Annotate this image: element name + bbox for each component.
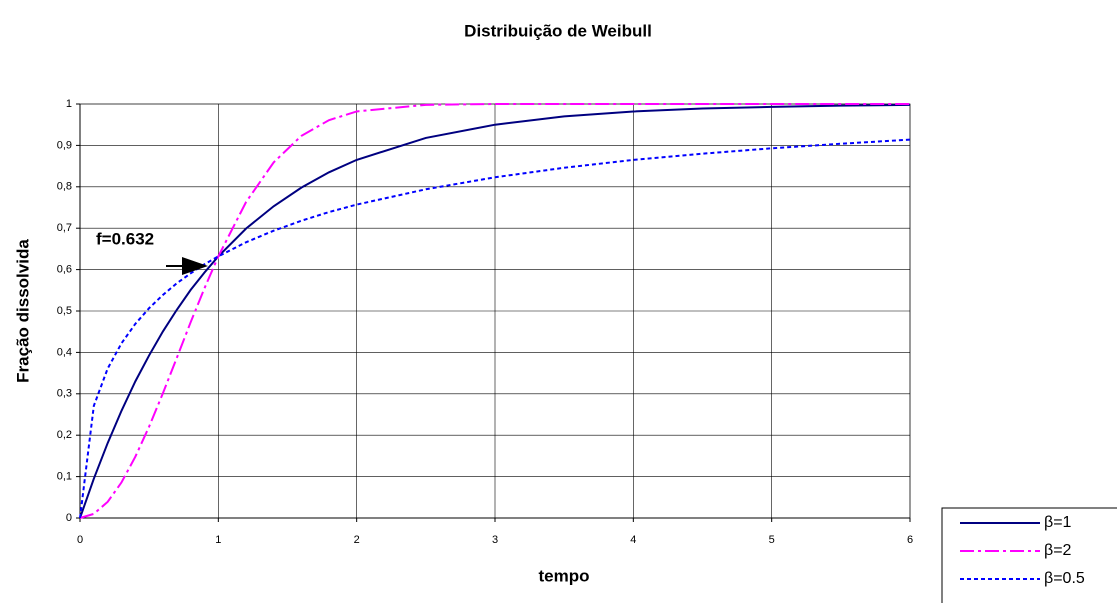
y-tick-label: 0,9: [57, 139, 72, 151]
y-axis-title: Fração dissolvida: [13, 239, 32, 383]
series-line: [79, 103, 911, 519]
x-axis-title: tempo: [539, 566, 590, 585]
y-tick-label: 0,3: [57, 388, 72, 400]
x-tick-label: 1: [215, 534, 221, 546]
y-tick-label: 0: [66, 512, 72, 524]
x-tick-label: 5: [769, 534, 775, 546]
y-tick-label: 0,8: [57, 181, 72, 193]
chart-title: Distribuição de Weibull: [464, 21, 652, 40]
x-tick-label: 3: [492, 534, 498, 546]
y-tick-label: 0,7: [57, 222, 72, 234]
annotation-arrow: [166, 257, 208, 275]
x-tick-label: 2: [354, 534, 360, 546]
series-line: [79, 138, 911, 519]
y-tick-label: 0,4: [57, 346, 72, 358]
x-tick-label: 4: [630, 534, 636, 546]
legend-label: β=0.5: [1044, 570, 1085, 587]
y-tick-label: 1: [66, 98, 72, 110]
y-tick-label: 0,6: [57, 264, 72, 276]
annotation: f=0.632: [96, 229, 154, 248]
y-tick-label: 0,5: [57, 305, 72, 317]
legend-label: β=2: [1044, 542, 1072, 559]
y-tick-label: 0,2: [57, 429, 72, 441]
x-tick-label: 6: [907, 534, 913, 546]
x-tick-label: 0: [77, 534, 83, 546]
series-line: [79, 103, 910, 519]
y-tick-label: 0,1: [57, 471, 72, 483]
legend-label: β=1: [1044, 514, 1072, 531]
